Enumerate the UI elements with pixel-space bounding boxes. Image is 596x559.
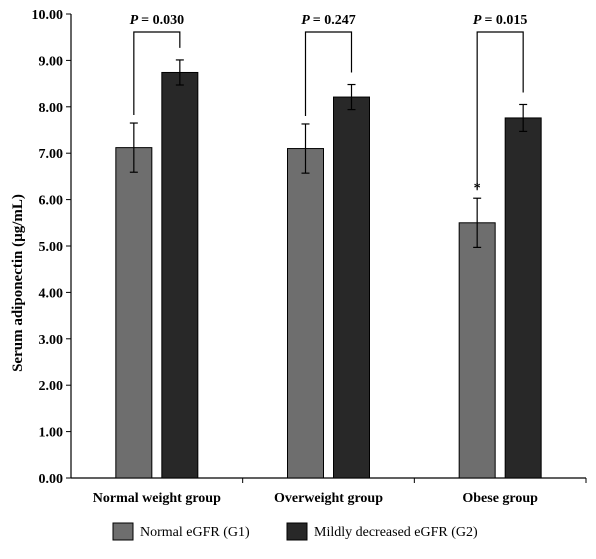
p-value-bracket (133, 31, 181, 116)
y-tick-label: 1.00 (39, 426, 64, 441)
legend-label: Normal eGFR (G1) (140, 525, 250, 540)
y-axis-label-group: Serum adiponectin (µg/mL) (10, 194, 26, 372)
y-tick-label: 7.00 (39, 147, 64, 162)
y-tick-label: 3.00 (39, 333, 64, 348)
x-tick-label: Overweight group (274, 491, 383, 506)
p-value-label: P = 0.030 (130, 13, 185, 28)
y-tick-label: 9.00 (39, 54, 64, 69)
y-tick-label: 6.00 (39, 194, 64, 209)
bar (115, 147, 153, 479)
x-tick-label: Normal weight group (93, 491, 221, 506)
y-tick-label: 5.00 (39, 240, 64, 255)
legend: Normal eGFR (G1) Mildly decreased eGFR (G… (112, 522, 478, 541)
x-tick-label: Obese group (462, 491, 538, 506)
bar (333, 96, 370, 479)
y-tick-label: 8.00 (39, 101, 64, 116)
y-tick-label: 10.00 (32, 8, 64, 23)
p-value-label: P = 0.247 (301, 13, 356, 28)
legend-label: Mildly decreased eGFR (G2) (314, 525, 478, 540)
bar (287, 148, 324, 479)
plot-area: 0.00 1.00 2.00 3.00 4.00 5.00 6.00 7.00 8.00 9.00… (32, 8, 587, 506)
bar (458, 222, 496, 479)
p-value-label: P = 0.015 (473, 13, 528, 28)
p-value-bracket (476, 31, 524, 191)
bar (161, 71, 199, 479)
y-axis-label: Serum adiponectin (µg/mL) (10, 194, 26, 372)
p-value-bracket (304, 31, 353, 116)
y-tick-label: 2.00 (39, 379, 64, 394)
bar (504, 117, 542, 479)
y-tick-label: 4.00 (39, 286, 64, 301)
legend-swatch (112, 522, 134, 541)
legend-swatch (286, 522, 308, 541)
y-tick-label: 0.00 (39, 472, 64, 487)
